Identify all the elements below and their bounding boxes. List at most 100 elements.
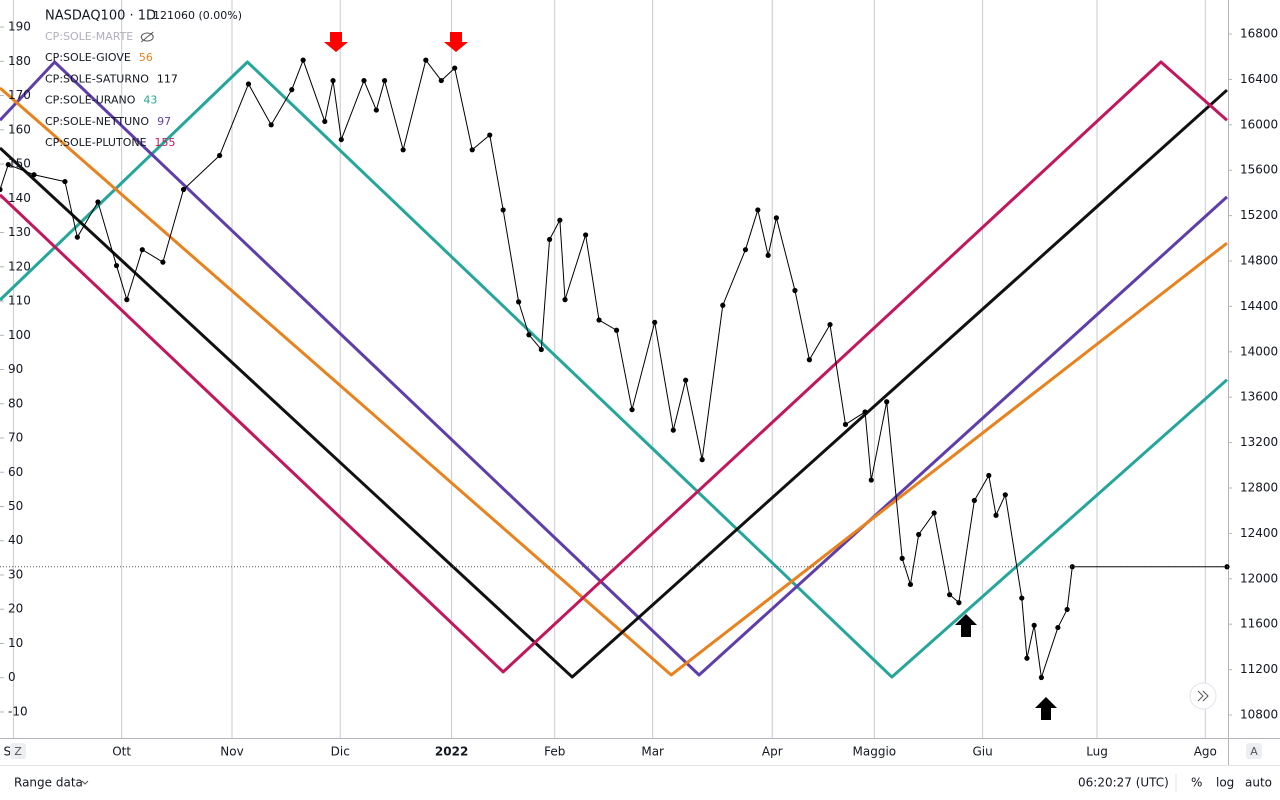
series-line: [0, 86, 1228, 677]
x-tick-label: Dic: [331, 745, 350, 759]
legend-name: CP:SOLE-SATURNO: [45, 72, 149, 85]
price-point: [562, 297, 568, 303]
grid: [0, 0, 1232, 738]
y-tick-label: 20: [8, 602, 23, 616]
price-point: [1064, 606, 1070, 613]
price-point: [469, 147, 475, 153]
y-tick-label: 70: [8, 431, 23, 445]
y2-tick-label: 14000: [1240, 344, 1278, 358]
x-tick-label: 2022: [435, 745, 468, 759]
price-point: [956, 600, 962, 606]
series-line: [0, 60, 1228, 674]
price-point: [557, 217, 563, 223]
auto-button[interactable]: auto: [1245, 776, 1272, 790]
y-tick-label: 170: [8, 88, 31, 102]
legend-value: 155: [155, 136, 176, 149]
price-point: [500, 207, 506, 213]
x-tick-label: Apr: [762, 745, 783, 759]
price-point: [0, 186, 3, 193]
price-point: [1069, 564, 1075, 570]
price-point: [124, 297, 130, 303]
price-point: [742, 247, 749, 253]
price-point: [31, 172, 37, 178]
price-point: [113, 262, 120, 269]
price-point: [5, 161, 11, 168]
price-point: [720, 302, 726, 308]
scroll-button[interactable]: [1189, 682, 1217, 710]
hidden-icon: [140, 31, 154, 43]
y-tick-label: 100: [8, 328, 31, 342]
y-tick-label: 120: [8, 259, 31, 273]
price-point: [907, 581, 914, 588]
legend-name: CP:SOLE-NETTUNO: [45, 115, 149, 128]
price-point: [361, 77, 367, 84]
price-point: [931, 510, 937, 516]
percent-button[interactable]: %: [1191, 776, 1202, 790]
y-tick-label: 50: [8, 499, 23, 513]
price-point: [1038, 674, 1044, 681]
y-tick-label: -10: [8, 704, 28, 718]
clock: 06:20:27 (UTC): [1078, 776, 1169, 790]
price-point: [1224, 564, 1230, 570]
price-point: [95, 199, 101, 205]
y-tick-label: 110: [8, 294, 31, 308]
price-point: [538, 346, 544, 353]
z-button[interactable]: [10, 743, 26, 759]
price-point: [1024, 655, 1030, 661]
a-button-label[interactable]: A: [1250, 745, 1258, 758]
up-arrow: [1035, 697, 1057, 720]
price-point: [986, 472, 992, 479]
price-point: [62, 178, 68, 185]
price-point: [916, 531, 922, 538]
price-point: [583, 232, 589, 238]
price-point: [338, 136, 344, 143]
price-point: [217, 152, 223, 159]
y-tick-label: 180: [8, 54, 31, 68]
x-tick-label: Ago: [1194, 745, 1217, 759]
a-button[interactable]: [1246, 743, 1262, 759]
price-point: [868, 477, 874, 483]
log-button[interactable]: log: [1216, 776, 1234, 790]
price-point: [526, 332, 532, 338]
y2-tick-label: 14800: [1240, 254, 1278, 268]
legend-value: 117: [157, 72, 178, 85]
y-tick-label: 60: [8, 465, 23, 479]
up-arrow: [955, 614, 977, 637]
price-point: [1055, 624, 1061, 631]
price-point: [139, 247, 145, 253]
price-point: [993, 512, 999, 518]
x-tick-label: Mar: [641, 745, 664, 759]
legend: CP:SOLE-MARTE CP:SOLE-GIOVE 56 CP:SOLE-SATU…: [45, 30, 178, 149]
range-button[interactable]: Range data: [14, 776, 83, 790]
price-point: [792, 287, 798, 294]
y-tick-label: 190: [8, 20, 31, 34]
symbol-title: NASDAQ100 · 1D: [45, 9, 156, 24]
price-point: [899, 555, 905, 561]
y2-tick-label: 12400: [1240, 526, 1278, 540]
price-point: [289, 87, 295, 93]
price-point: [400, 147, 406, 153]
price-point: [330, 77, 336, 84]
legend-value: 43: [143, 94, 157, 107]
y-tick-label: 40: [8, 533, 23, 547]
x-tick-label: Feb: [544, 745, 565, 759]
down-arrow: [324, 32, 348, 52]
x-tick-label: Giu: [972, 745, 992, 759]
price-point: [755, 207, 761, 213]
price-point: [827, 321, 833, 328]
y2-tick-label: 16400: [1240, 72, 1278, 86]
y2-tick-label: 16800: [1240, 27, 1278, 41]
price-point: [373, 107, 379, 113]
x-tick-label: Nov: [220, 745, 243, 759]
price-point: [683, 377, 689, 383]
price-point: [862, 409, 868, 415]
y2-tick-label: 11600: [1240, 617, 1278, 631]
y2-tick-label: 12800: [1240, 480, 1278, 494]
y2-tick-label: 12000: [1240, 571, 1278, 585]
price-point: [268, 122, 274, 128]
price-point: [74, 234, 80, 240]
legend-value: 56: [139, 51, 153, 64]
y2-tick-label: 15600: [1240, 163, 1278, 177]
z-button-label[interactable]: Z: [14, 745, 22, 758]
price-point: [773, 215, 779, 221]
